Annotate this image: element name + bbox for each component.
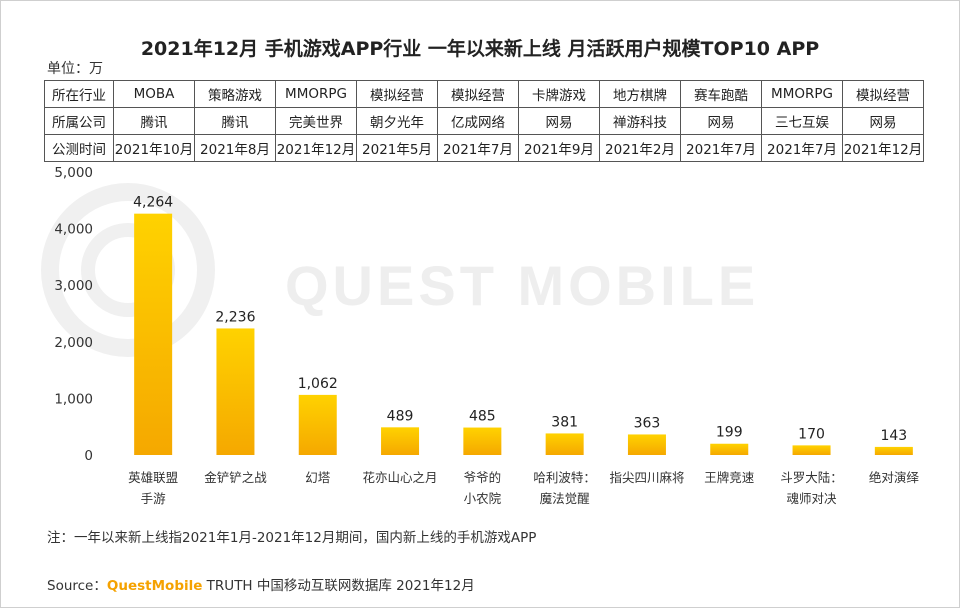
x-category-label: 爷爷的: [464, 470, 502, 485]
company-cell: 网易: [842, 107, 924, 135]
x-category-label: 花亦山心之月: [363, 470, 438, 485]
company-cell: 朝夕光年: [356, 107, 438, 135]
y-tick-label: 3,000: [54, 278, 93, 294]
y-tick-label: 2,000: [54, 335, 93, 351]
x-category-label: 幻塔: [305, 470, 331, 485]
industry-cell: 模拟经营: [356, 80, 438, 108]
launch-cell: 2021年12月: [275, 134, 357, 162]
industry-row: 所在行业 MOBA 策略游戏 MMORPG 模拟经营 模拟经营 卡牌游戏 地方棋…: [44, 80, 924, 108]
bar: [627, 434, 666, 455]
launch-cell: 2021年7月: [437, 134, 519, 162]
y-tick-label: 5,000: [54, 165, 93, 181]
y-tick-label: 0: [84, 448, 93, 464]
company-cell: 网易: [518, 107, 600, 135]
company-cell: 网易: [680, 107, 762, 135]
bar-value-label: 170: [798, 426, 825, 442]
bar-value-label: 4,264: [133, 195, 173, 211]
bar: [874, 446, 913, 455]
bar: [463, 427, 502, 455]
x-category-label: 指尖四川麻将: [609, 470, 684, 485]
x-category-label: 绝对演绎: [869, 470, 920, 485]
bar-value-label: 363: [634, 415, 661, 431]
watermark-text: QUEST MOBILE: [285, 254, 759, 317]
x-category-label: 哈利波特：: [533, 470, 596, 485]
launch-cell: 2021年7月: [761, 134, 843, 162]
launch-cell: 2021年2月: [599, 134, 681, 162]
launch-cell: 2021年8月: [194, 134, 276, 162]
source-suffix: TRUTH 中国移动互联网数据库 2021年12月: [202, 578, 475, 594]
x-category-label: 手游: [141, 491, 167, 506]
industry-cell: MOBA: [113, 80, 195, 108]
x-category-label: 金铲铲之战: [204, 470, 267, 485]
company-cell: 三七互娱: [761, 107, 843, 135]
industry-cell: MMORPG: [761, 80, 843, 108]
bar: [545, 433, 584, 455]
launch-row: 公测时间 2021年10月 2021年8月 2021年12月 2021年5月 2…: [44, 134, 924, 162]
source-line: Source：QuestMobile TRUTH 中国移动互联网数据库 2021…: [47, 574, 475, 594]
x-category-label: 王牌竞速: [704, 470, 755, 485]
x-category-label: 英雄联盟: [128, 470, 178, 485]
industry-cell: 赛车跑酷: [680, 80, 762, 108]
y-tick-label: 1,000: [54, 391, 93, 407]
x-category-label: 魔法觉醒: [540, 491, 591, 506]
source-prefix: Source：: [47, 578, 107, 594]
company-cell: 腾讯: [194, 107, 276, 135]
bar: [381, 427, 420, 455]
launch-cell: 2021年12月: [842, 134, 924, 162]
unit-label: 单位：万: [47, 61, 103, 77]
bar-value-label: 143: [880, 428, 907, 444]
bar: [298, 394, 337, 455]
launch-cell: 2021年5月: [356, 134, 438, 162]
launch-cell: 2021年9月: [518, 134, 600, 162]
info-table: 所在行业 MOBA 策略游戏 MMORPG 模拟经营 模拟经营 卡牌游戏 地方棋…: [44, 80, 924, 162]
bar: [710, 443, 749, 455]
row-header: 公测时间: [44, 134, 114, 162]
bar-value-label: 489: [387, 408, 414, 424]
bar-value-label: 381: [551, 414, 578, 430]
y-tick-label: 4,000: [54, 222, 93, 238]
footnote: 注：一年以来新上线指2021年1月-2021年12月期间，国内新上线的手机游戏A…: [47, 530, 537, 546]
bar-value-label: 485: [469, 409, 496, 425]
x-category-label: 斗罗大陆：: [780, 470, 843, 485]
bar: [216, 328, 255, 455]
launch-cell: 2021年10月: [113, 134, 195, 162]
bar-value-label: 199: [716, 425, 743, 441]
bar: [792, 445, 831, 455]
x-category-label: 小农院: [464, 491, 502, 506]
x-category-label: 魂师对决: [787, 491, 838, 506]
chart-title: 2021年12月 手机游戏APP行业 一年以来新上线 月活跃用户规模TOP10 …: [140, 38, 820, 60]
industry-cell: 地方棋牌: [599, 80, 681, 108]
bar-value-label: 1,062: [298, 376, 338, 392]
source-brand: QuestMobile: [106, 578, 203, 594]
company-cell: 亿成网络: [437, 107, 519, 135]
bar-value-label: 2,236: [215, 309, 255, 325]
bar: [134, 213, 173, 455]
